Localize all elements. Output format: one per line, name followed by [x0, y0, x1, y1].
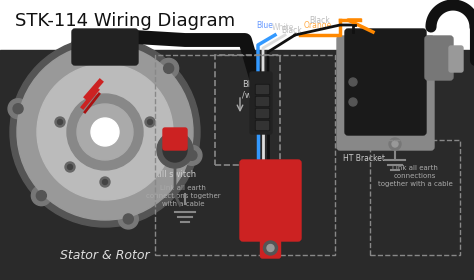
- Circle shape: [349, 98, 357, 106]
- Circle shape: [10, 37, 200, 227]
- Circle shape: [187, 150, 197, 160]
- Bar: [353, 74, 418, 82]
- Text: White: White: [272, 23, 294, 32]
- Circle shape: [72, 35, 91, 55]
- Circle shape: [389, 138, 401, 150]
- FancyBboxPatch shape: [240, 160, 301, 241]
- Bar: [255, 96, 269, 106]
- Circle shape: [102, 179, 108, 185]
- Circle shape: [182, 145, 202, 165]
- Text: Stator & Rotor: Stator & Rotor: [60, 249, 150, 262]
- Bar: [215, 55, 280, 165]
- Circle shape: [91, 118, 119, 146]
- Circle shape: [65, 162, 75, 172]
- Circle shape: [57, 120, 63, 125]
- Circle shape: [77, 40, 87, 50]
- Circle shape: [164, 63, 173, 73]
- Text: Black: Black: [282, 26, 302, 35]
- Circle shape: [267, 244, 274, 251]
- Bar: [353, 104, 418, 112]
- Circle shape: [67, 165, 73, 169]
- Circle shape: [157, 132, 193, 168]
- Text: Black
/white: Black /white: [242, 80, 268, 99]
- Circle shape: [145, 117, 155, 127]
- FancyBboxPatch shape: [250, 72, 272, 134]
- Text: Link all earth
connections
together with a cable: Link all earth connections together with…: [378, 165, 452, 187]
- Circle shape: [67, 94, 143, 170]
- Circle shape: [118, 209, 138, 229]
- Text: HT-55
Coil: HT-55 Coil: [367, 58, 404, 86]
- Circle shape: [163, 138, 187, 162]
- Text: Link all earth
connections together
with a cable: Link all earth connections together with…: [146, 185, 220, 207]
- FancyBboxPatch shape: [261, 234, 281, 258]
- Circle shape: [100, 177, 110, 187]
- Bar: [255, 108, 269, 118]
- Bar: [256, 109, 268, 117]
- Text: Orange: Orange: [304, 21, 332, 30]
- Circle shape: [77, 104, 133, 160]
- Circle shape: [8, 99, 28, 119]
- Bar: [256, 97, 268, 105]
- Circle shape: [55, 117, 65, 127]
- Circle shape: [264, 241, 277, 255]
- Circle shape: [159, 58, 179, 78]
- Text: Kill switch: Kill switch: [154, 170, 196, 179]
- FancyBboxPatch shape: [449, 46, 463, 72]
- FancyBboxPatch shape: [337, 36, 434, 150]
- FancyBboxPatch shape: [345, 29, 426, 135]
- Circle shape: [147, 120, 153, 125]
- Bar: [0, 50, 474, 280]
- FancyBboxPatch shape: [425, 36, 453, 80]
- Circle shape: [392, 141, 398, 147]
- Circle shape: [17, 44, 193, 220]
- Bar: [370, 140, 460, 255]
- Text: Digital
CDI: Digital CDI: [250, 186, 291, 207]
- Circle shape: [123, 214, 133, 224]
- Bar: [255, 120, 269, 130]
- Bar: [256, 121, 268, 129]
- Text: Black: Black: [310, 16, 330, 25]
- FancyBboxPatch shape: [163, 128, 187, 150]
- FancyBboxPatch shape: [72, 29, 138, 65]
- Bar: [155, 55, 335, 255]
- Text: HT Bracket: HT Bracket: [343, 154, 385, 163]
- Circle shape: [31, 186, 51, 206]
- Circle shape: [36, 191, 46, 201]
- Bar: [255, 84, 269, 94]
- Circle shape: [13, 104, 23, 114]
- Text: STK-114 Wiring Diagram: STK-114 Wiring Diagram: [15, 12, 235, 30]
- Circle shape: [349, 78, 357, 86]
- Circle shape: [37, 64, 173, 200]
- Text: Blue: Blue: [256, 21, 273, 30]
- Bar: [256, 85, 268, 93]
